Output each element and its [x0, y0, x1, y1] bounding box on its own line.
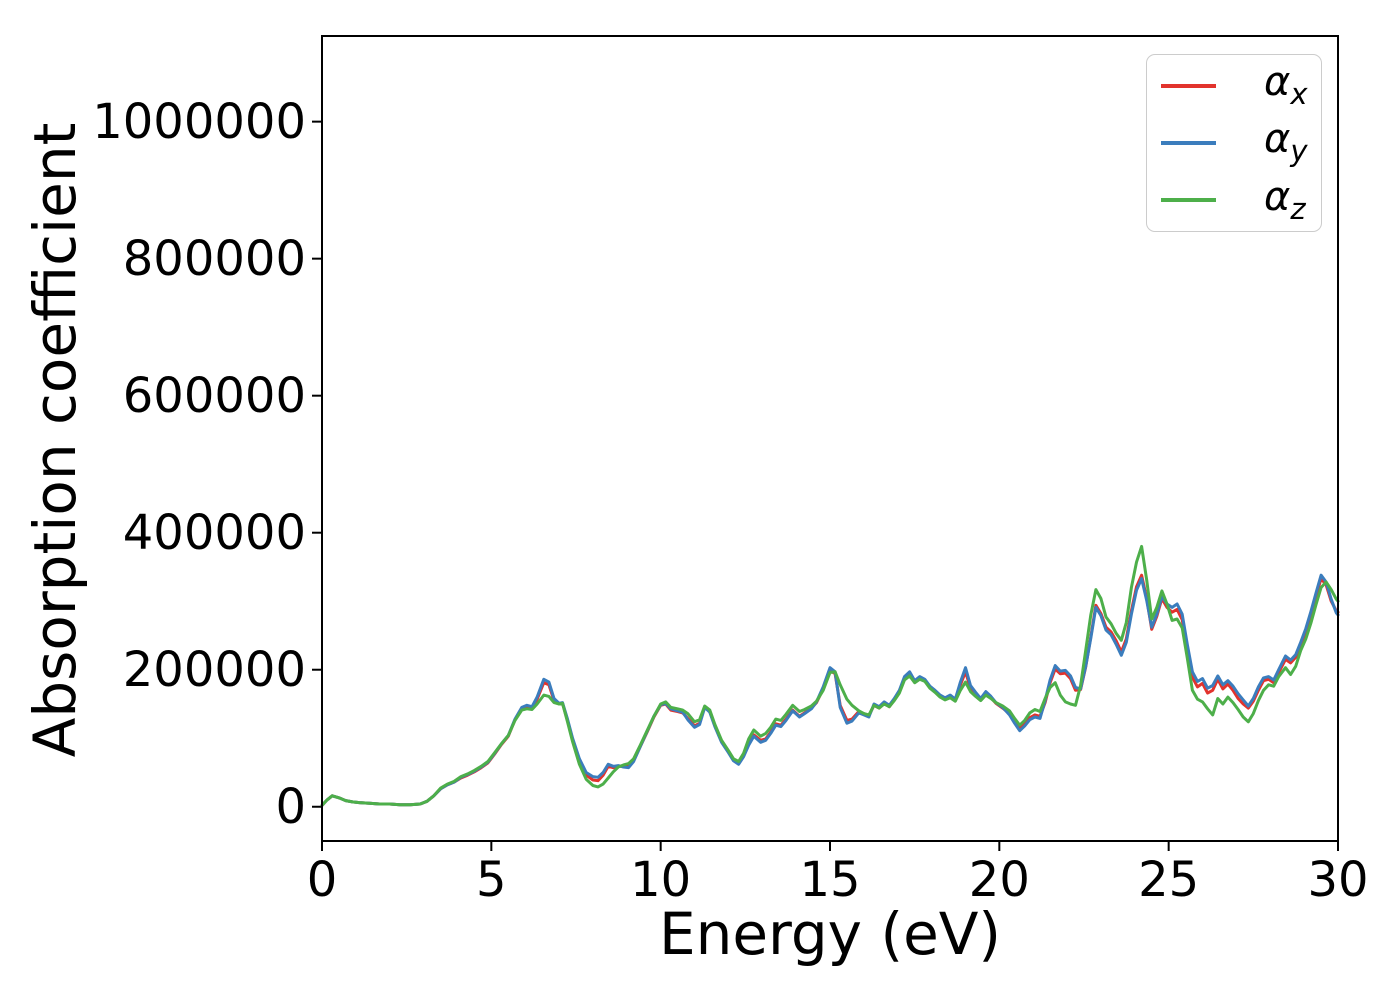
legend: αx αy αz [1146, 54, 1322, 232]
legend-entry-alpha-x: αx [1147, 58, 1321, 114]
legend-line-sample-blue [1161, 140, 1216, 145]
series-lines [320, 544, 1340, 807]
x-tick-label: 10 [630, 852, 692, 908]
x-tick-label: 25 [1138, 852, 1200, 908]
x-tick-label: 30 [1307, 852, 1369, 908]
y-tick-label: 800000 [122, 230, 306, 287]
legend-entry-alpha-z: αz [1147, 172, 1321, 228]
y-tick-label: 400000 [122, 504, 306, 561]
legend-entry-alpha-y: αy [1147, 115, 1321, 171]
legend-label-alpha-z: αz [1264, 173, 1306, 226]
y-tick-label: 600000 [122, 367, 306, 424]
y-tick-label: 1000000 [92, 93, 306, 150]
x-tick-label: 0 [306, 852, 338, 908]
series-line-alpha-z [320, 544, 1340, 807]
plot-frame [321, 35, 1339, 842]
y-axis-label: Absorption coefficient [21, 122, 89, 758]
legend-line-sample-green [1161, 198, 1216, 203]
x-tick-label: 15 [799, 852, 861, 908]
legend-label-alpha-y: αy [1264, 116, 1308, 169]
y-tick-label: 200000 [122, 641, 306, 698]
legend-line-sample-red [1161, 83, 1216, 88]
x-tick-label: 5 [476, 852, 507, 908]
x-tick-label: 20 [968, 852, 1030, 908]
x-axis-label: Energy (eV) [658, 900, 1002, 968]
legend-label-alpha-x: αx [1264, 59, 1308, 112]
y-tick-label: 0 [275, 778, 306, 835]
axis-ticks [312, 120, 1339, 851]
